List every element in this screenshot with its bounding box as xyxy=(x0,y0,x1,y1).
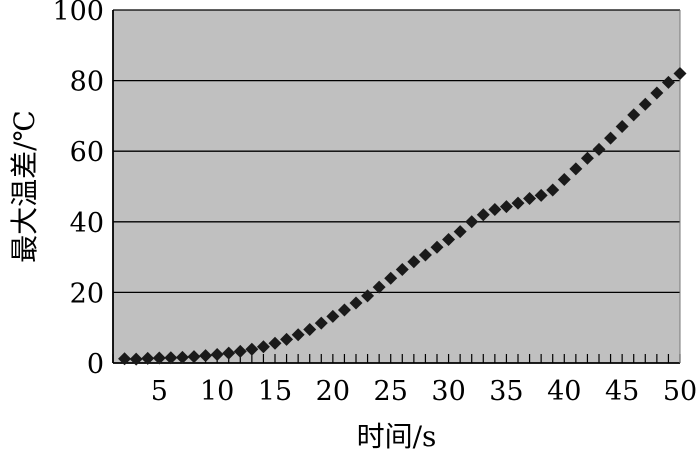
data-point xyxy=(407,255,421,269)
data-point xyxy=(465,215,479,229)
x-axis-title: 时间/s xyxy=(357,420,437,453)
plot-area xyxy=(113,10,680,363)
data-point xyxy=(534,188,548,202)
data-point xyxy=(430,240,444,254)
x-tick-labels: 5 10 15 20 25 30 35 40 45 50 xyxy=(151,376,697,407)
x-tick-label: 10 xyxy=(200,376,234,407)
data-point xyxy=(233,344,247,358)
y-tick-label: 80 xyxy=(70,67,104,98)
data-point xyxy=(650,86,664,100)
data-point xyxy=(291,328,305,342)
data-point xyxy=(488,202,502,216)
x-tick-label: 20 xyxy=(316,376,350,407)
data-point xyxy=(372,280,386,294)
data-point xyxy=(395,262,409,276)
data-point xyxy=(546,183,560,197)
data-point xyxy=(384,271,398,285)
data-points xyxy=(118,67,687,366)
data-point xyxy=(604,131,618,145)
gridlines xyxy=(113,9,680,294)
data-point xyxy=(418,248,432,262)
data-point xyxy=(499,200,513,214)
data-point xyxy=(615,119,629,133)
y-tick-label: 100 xyxy=(52,0,104,27)
data-point xyxy=(476,208,490,222)
data-point xyxy=(592,142,606,156)
x-tick-label: 45 xyxy=(605,376,639,407)
y-tick-label: 0 xyxy=(87,349,104,380)
data-point xyxy=(326,309,340,323)
x-tick-label: 5 xyxy=(151,376,168,407)
data-point xyxy=(245,342,259,356)
data-point xyxy=(442,232,456,246)
data-point xyxy=(523,192,537,206)
data-point xyxy=(164,351,178,365)
x-tick-label: 15 xyxy=(258,376,292,407)
data-point xyxy=(175,350,189,364)
y-axis-title: 最大温差/℃ xyxy=(8,110,41,263)
x-tick-label: 30 xyxy=(431,376,465,407)
data-point xyxy=(673,67,687,81)
data-point xyxy=(361,289,375,303)
data-point xyxy=(268,336,282,350)
x-tick-label: 25 xyxy=(374,376,408,407)
data-point xyxy=(187,350,201,364)
data-point xyxy=(256,340,270,354)
data-point xyxy=(222,346,236,360)
data-point xyxy=(580,151,594,165)
data-point xyxy=(280,332,294,346)
data-point xyxy=(511,196,525,210)
y-tick-labels: 0 20 40 60 80 100 xyxy=(52,0,104,380)
data-point xyxy=(638,97,652,111)
data-point xyxy=(314,316,328,330)
data-point xyxy=(661,75,675,89)
data-point xyxy=(152,351,166,365)
data-point xyxy=(141,351,155,365)
data-point xyxy=(349,296,363,310)
data-point xyxy=(210,348,224,362)
data-point xyxy=(453,225,467,239)
data-point xyxy=(569,162,583,176)
data-point xyxy=(557,172,571,186)
data-point xyxy=(118,352,132,366)
data-point xyxy=(337,303,351,317)
y-tick-label: 20 xyxy=(70,278,104,309)
x-tick-label: 50 xyxy=(663,376,697,407)
data-point xyxy=(627,108,641,122)
x-tick-label: 35 xyxy=(489,376,523,407)
data-point xyxy=(199,349,213,363)
data-point xyxy=(303,322,317,336)
y-tick-label: 60 xyxy=(70,137,104,168)
y-tick-label: 40 xyxy=(70,208,104,239)
x-tick-label: 40 xyxy=(547,376,581,407)
data-point xyxy=(129,352,143,366)
